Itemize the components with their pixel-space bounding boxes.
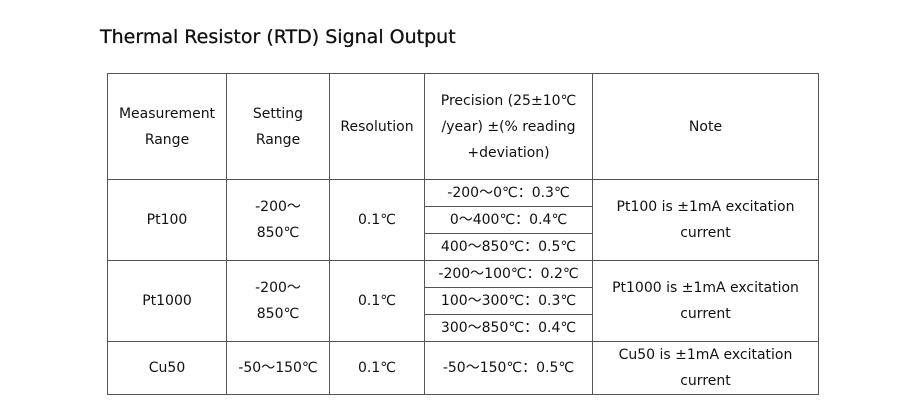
header-cell: Setting Range — [226, 73, 330, 180]
table-row: Pt1000 -200～ 850℃ 0.1℃ -200～100℃：0.2℃ Pt1000… — [107, 260, 819, 342]
range-cell: Pt1000 — [107, 260, 227, 342]
table-row: Cu50 -50～150℃ 0.1℃ -50～150℃：0.5℃ Cu50 is ±1m… — [107, 341, 819, 395]
header-cell: Precision (25±10℃ /year) ±(% reading +de… — [424, 73, 593, 180]
setting-cell: -200～ 850℃ — [226, 260, 330, 342]
precision-cell: 100～300℃：0.3℃ — [424, 287, 593, 315]
precision-cell: 400～850℃：0.5℃ — [424, 233, 593, 261]
table-row: Pt100 -200～ 850℃ 0.1℃ -200～0℃：0.3℃ Pt100 is … — [107, 179, 819, 261]
table-row: 0～400℃：0.4℃ — [108, 206, 819, 234]
header-cell: Note — [592, 73, 819, 180]
range-cell: Cu50 — [107, 341, 227, 395]
precision-cell: -200～0℃：0.3℃ — [424, 179, 593, 207]
note-cell: Cu50 is ±1mA excitation current — [592, 341, 819, 395]
note-cell: Pt100 is ±1mA excitation current — [592, 179, 819, 261]
note-cell: Pt1000 is ±1mA excitation current — [592, 260, 819, 342]
precision-cell: 0～400℃：0.4℃ — [424, 206, 593, 234]
table-body: Pt100 -200～ 850℃ 0.1℃ -200～0℃：0.3℃ Pt100 is … — [107, 179, 819, 395]
setting-cell: -200～ 850℃ — [226, 179, 330, 261]
table-row: 300～850℃：0.4℃ — [108, 314, 819, 342]
precision-cell: 300～850℃：0.4℃ — [424, 314, 593, 342]
title: Thermal Resistor (RTD) Signal Output — [100, 26, 456, 48]
setting-cell: -50～150℃ — [226, 341, 330, 395]
header-cell: Measurement Range — [107, 73, 227, 180]
resolution-cell: 0.1℃ — [329, 341, 425, 395]
resolution-cell: 0.1℃ — [329, 179, 425, 261]
precision-cell: -200～100℃：0.2℃ — [424, 260, 593, 288]
header-row: Measurement Range Setting Range Resolution… — [107, 73, 819, 180]
range-cell: Pt100 — [107, 179, 227, 261]
header-cell: Resolution — [329, 73, 425, 180]
table-row: 400～850℃：0.5℃ — [108, 233, 819, 261]
precision-cell: -50～150℃：0.5℃ — [424, 341, 593, 395]
spec-table: Measurement Range Setting Range Resolution… — [107, 73, 819, 395]
resolution-cell: 0.1℃ — [329, 260, 425, 342]
